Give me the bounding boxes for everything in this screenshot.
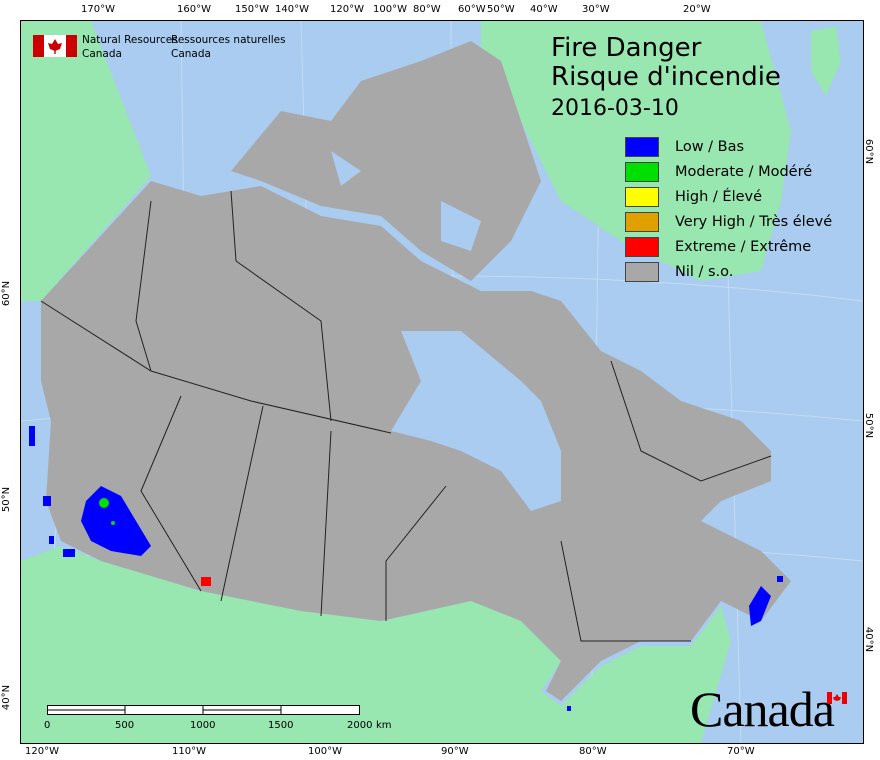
left-tick: 50°N xyxy=(1,486,13,513)
hudson-bay xyxy=(391,331,561,511)
scale-bar-graphic xyxy=(47,705,360,715)
low-danger-cape-breton xyxy=(777,576,783,582)
legend-item-low: Low / Bas xyxy=(625,134,832,159)
scale-label: 1500 xyxy=(268,720,294,731)
low-danger-coast xyxy=(49,536,54,544)
legend-item-high: High / Élevé xyxy=(625,184,832,209)
scale-label: 0 xyxy=(44,720,51,731)
bottom-tick: 70°W xyxy=(727,746,755,757)
low-danger-bc xyxy=(81,486,151,556)
bottom-tick: 90°W xyxy=(441,746,469,757)
top-tick: 140°W xyxy=(275,4,309,15)
moderate-danger-patch xyxy=(111,521,115,525)
top-tick: 160°W xyxy=(177,4,211,15)
legend-label: Moderate / Modéré xyxy=(675,163,813,180)
moderate-danger-patch xyxy=(99,498,109,508)
agency-fr-line1: Ressources naturelles xyxy=(171,34,286,46)
bottom-tick: 80°W xyxy=(579,746,607,757)
top-tick: 120°W xyxy=(330,4,364,15)
top-tick: 80°W xyxy=(413,4,441,15)
map-title: Fire Danger Risque d'incendie xyxy=(551,34,781,92)
scale-label: 500 xyxy=(115,720,135,731)
alaska-land xyxy=(21,21,151,301)
bottom-tick: 100°W xyxy=(308,746,342,757)
low-danger-ontario xyxy=(567,706,571,711)
legend-swatch xyxy=(625,186,659,207)
iceland-land xyxy=(811,26,841,96)
wordmark-flag-icon xyxy=(827,692,847,704)
top-tick: 50°W xyxy=(487,4,515,15)
right-tick: 40°N xyxy=(863,626,875,653)
scale-label: 2000 xyxy=(347,720,373,731)
wordmark-text: Canada xyxy=(690,681,835,737)
map-frame: Natural Resources Canada Ressources natu… xyxy=(20,20,864,744)
legend-item-extreme: Extreme / Extrême xyxy=(625,234,832,259)
fire-danger-patches xyxy=(29,426,783,711)
title-fr: Risque d'incendie xyxy=(551,62,781,92)
low-danger-coast xyxy=(43,496,51,506)
scale-bar: 0 500 1000 1500 2000 km xyxy=(44,705,392,734)
left-tick: 40°N xyxy=(1,684,13,711)
legend-swatch xyxy=(625,236,659,257)
legend-swatch xyxy=(625,161,659,182)
legend-swatch xyxy=(625,136,659,157)
map-date: 2016-03-10 xyxy=(551,96,679,121)
legend-label: Low / Bas xyxy=(675,138,745,155)
arctic-channels xyxy=(331,151,481,251)
legend: Low / Bas Moderate / Modéré High / Élevé… xyxy=(625,134,832,284)
legend-swatch xyxy=(625,261,659,282)
legend-label: Very High / Très élevé xyxy=(675,213,833,230)
agency-en-line2: Canada xyxy=(82,48,122,60)
top-tick: 150°W xyxy=(235,4,269,15)
top-tick: 100°W xyxy=(373,4,407,15)
map-canvas xyxy=(21,21,863,743)
low-danger-nova-scotia xyxy=(749,586,771,626)
top-tick: 20°W xyxy=(683,4,711,15)
top-tick: 170°W xyxy=(81,4,115,15)
top-tick: 40°W xyxy=(530,4,558,15)
low-danger-coast xyxy=(29,426,35,446)
right-tick: 50°N xyxy=(863,412,875,439)
legend-label: Extreme / Extrême xyxy=(675,238,812,255)
title-en: Fire Danger xyxy=(551,33,702,63)
agency-en-line1: Natural Resources xyxy=(82,34,178,46)
legend-label: Nil / s.o. xyxy=(675,263,734,280)
legend-item-nil: Nil / s.o. xyxy=(625,259,832,284)
scale-unit: km xyxy=(376,720,392,731)
canada-flag-icon xyxy=(33,35,77,57)
united-states-land xyxy=(21,546,731,743)
top-tick: 60°W xyxy=(458,4,486,15)
extreme-danger-patch xyxy=(201,577,211,586)
top-tick: 30°W xyxy=(582,4,610,15)
bottom-tick: 110°W xyxy=(172,746,206,757)
agency-fr-line2: Canada xyxy=(171,48,211,60)
right-tick: 60°N xyxy=(863,138,875,165)
left-tick: 60°N xyxy=(1,280,13,307)
scale-label: 1000 xyxy=(190,720,216,731)
province-borders xyxy=(40,190,772,642)
legend-item-very-high: Very High / Très élevé xyxy=(625,209,832,234)
canada-wordmark: Canada xyxy=(690,680,847,738)
canada-land xyxy=(41,181,791,701)
legend-item-moderate: Moderate / Modéré xyxy=(625,159,832,184)
legend-label: High / Élevé xyxy=(675,188,763,205)
legend-swatch xyxy=(625,211,659,232)
bottom-tick: 120°W xyxy=(25,746,59,757)
low-danger-coast xyxy=(63,549,75,557)
